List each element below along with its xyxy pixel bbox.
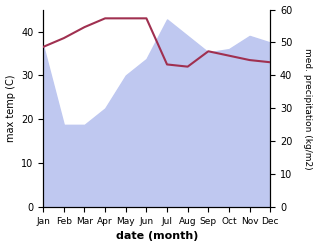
Y-axis label: med. precipitation (kg/m2): med. precipitation (kg/m2): [303, 48, 313, 169]
Y-axis label: max temp (C): max temp (C): [5, 75, 16, 142]
X-axis label: date (month): date (month): [115, 231, 198, 242]
